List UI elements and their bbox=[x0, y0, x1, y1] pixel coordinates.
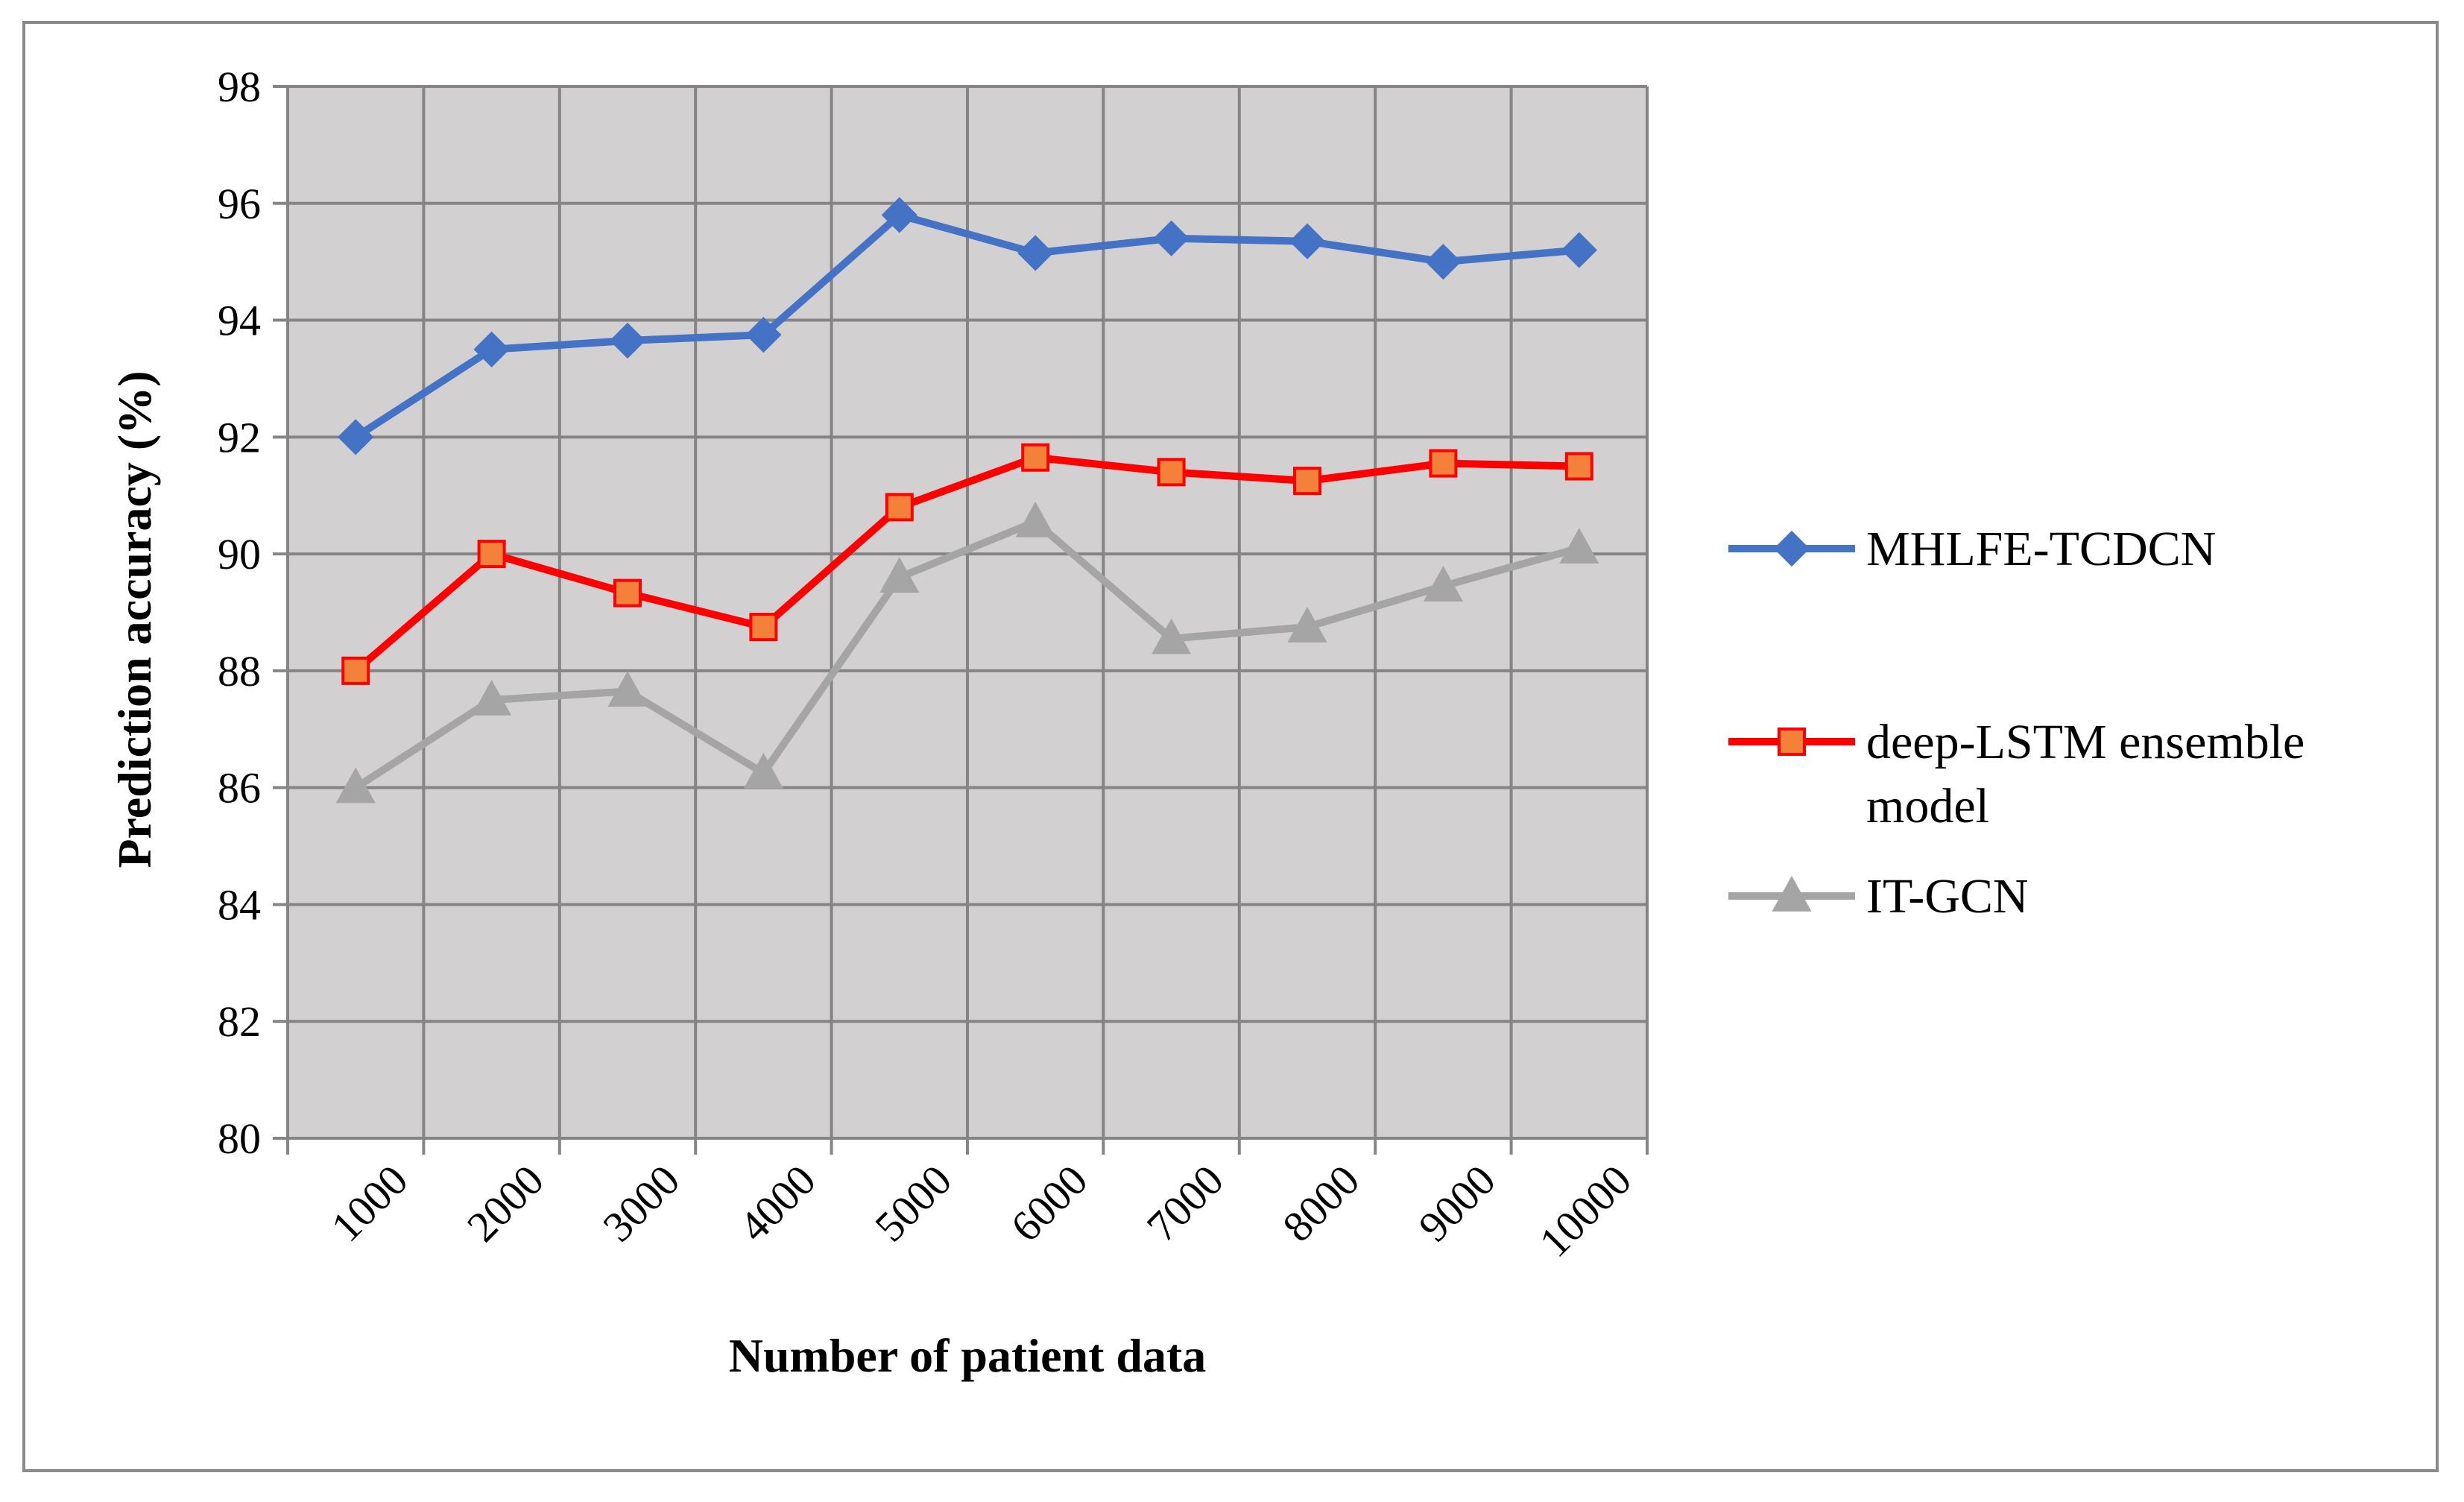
data-point-mhlfe-tcdcn bbox=[473, 331, 510, 367]
data-point-mhlfe-tcdcn bbox=[609, 322, 646, 359]
data-point-it-gcn bbox=[1423, 566, 1463, 602]
y-tick-label: 92 bbox=[218, 413, 261, 461]
series-line-it-gcn bbox=[352, 517, 1583, 792]
data-point-mhlfe-tcdcn bbox=[1017, 235, 1054, 271]
y-tick-label: 80 bbox=[218, 1114, 261, 1163]
data-point-deep-lstm-ensemble-model bbox=[1293, 467, 1321, 496]
x-tick-label: 2000 bbox=[458, 1155, 553, 1251]
data-point-mhlfe-tcdcn bbox=[881, 197, 917, 233]
y-tick-label: 88 bbox=[218, 647, 261, 695]
x-tick-label: 6000 bbox=[1002, 1155, 1097, 1251]
x-axis-title: Number of patient data bbox=[729, 1329, 1207, 1382]
x-tick-label: 1000 bbox=[322, 1155, 417, 1251]
data-point-mhlfe-tcdcn bbox=[1289, 223, 1326, 259]
series-line-mhlfe-tcdcn bbox=[352, 211, 1583, 441]
y-tick-label: 96 bbox=[218, 180, 261, 228]
data-point-deep-lstm-ensemble-model bbox=[749, 613, 778, 642]
data-point-it-gcn bbox=[743, 752, 783, 789]
x-tick-label: 7000 bbox=[1137, 1155, 1233, 1251]
data-point-mhlfe-tcdcn bbox=[1561, 232, 1597, 268]
data-point-it-gcn bbox=[607, 671, 648, 707]
data-point-it-gcn bbox=[1015, 501, 1055, 537]
legend-label: MHLFE-TCDCN bbox=[1866, 522, 2216, 576]
data-point-deep-lstm-ensemble-model bbox=[1429, 449, 1458, 478]
data-point-deep-lstm-ensemble-model bbox=[1021, 443, 1050, 472]
legend-item-it-gcn: IT-GCN bbox=[1728, 869, 2029, 924]
y-tick-label: 94 bbox=[218, 297, 261, 345]
data-point-deep-lstm-ensemble-model bbox=[341, 656, 370, 685]
data-point-mhlfe-tcdcn bbox=[1425, 244, 1462, 280]
data-point-it-gcn bbox=[1287, 607, 1327, 643]
y-tick-label: 98 bbox=[218, 63, 261, 111]
series-line-deep-lstm-ensemble-model bbox=[352, 453, 1583, 675]
x-tick-label: 3000 bbox=[593, 1155, 689, 1251]
data-point-it-gcn bbox=[1559, 528, 1599, 564]
legend-item-deep-lstm-ensemble-model: deep-LSTM ensemble model bbox=[1728, 715, 2305, 833]
legend-marker-swatch bbox=[1773, 530, 1810, 567]
x-tick-label: 9000 bbox=[1409, 1155, 1505, 1251]
data-point-it-gcn bbox=[1152, 618, 1192, 654]
data-point-mhlfe-tcdcn bbox=[745, 317, 782, 353]
data-point-deep-lstm-ensemble-model bbox=[885, 493, 914, 522]
legend-marker-swatch bbox=[1778, 728, 1806, 756]
legend-label: IT-GCN bbox=[1866, 869, 2029, 924]
x-tick-label: 4000 bbox=[730, 1155, 825, 1251]
legend-label: deep-LSTM ensemble bbox=[1866, 715, 2305, 769]
legend-label: model bbox=[1866, 779, 1989, 833]
x-tick-label: 5000 bbox=[865, 1155, 961, 1251]
y-axis-title: Prediction accuracy (%) bbox=[108, 370, 161, 868]
data-point-it-gcn bbox=[879, 557, 920, 593]
data-point-deep-lstm-ensemble-model bbox=[477, 540, 506, 569]
data-point-deep-lstm-ensemble-model bbox=[1564, 452, 1593, 481]
y-tick-label: 86 bbox=[218, 764, 261, 812]
legend-marker-swatch bbox=[1772, 875, 1812, 912]
y-tick-label: 84 bbox=[218, 880, 261, 929]
data-point-mhlfe-tcdcn bbox=[338, 419, 374, 455]
data-point-it-gcn bbox=[335, 767, 376, 804]
chart-frame: 80 82 84 86 88 90 92 94 96 98 1000 2000 3000 4000 5000… bbox=[22, 21, 2439, 1472]
data-point-deep-lstm-ensemble-model bbox=[613, 578, 642, 608]
legend-item-mhlfe-tcdcn: MHLFE-TCDCN bbox=[1728, 522, 2216, 576]
y-tick-label: 82 bbox=[218, 997, 261, 1046]
y-tick-label: 90 bbox=[218, 530, 261, 578]
x-tick-label: 8000 bbox=[1273, 1155, 1368, 1251]
data-point-deep-lstm-ensemble-model bbox=[1157, 458, 1186, 487]
data-point-it-gcn bbox=[472, 679, 512, 716]
data-point-mhlfe-tcdcn bbox=[1153, 220, 1190, 256]
x-tick-label: 10000 bbox=[1530, 1155, 1640, 1266]
line-chart: 80 82 84 86 88 90 92 94 96 98 1000 2000 3000 4000 5000… bbox=[108, 63, 2305, 1382]
